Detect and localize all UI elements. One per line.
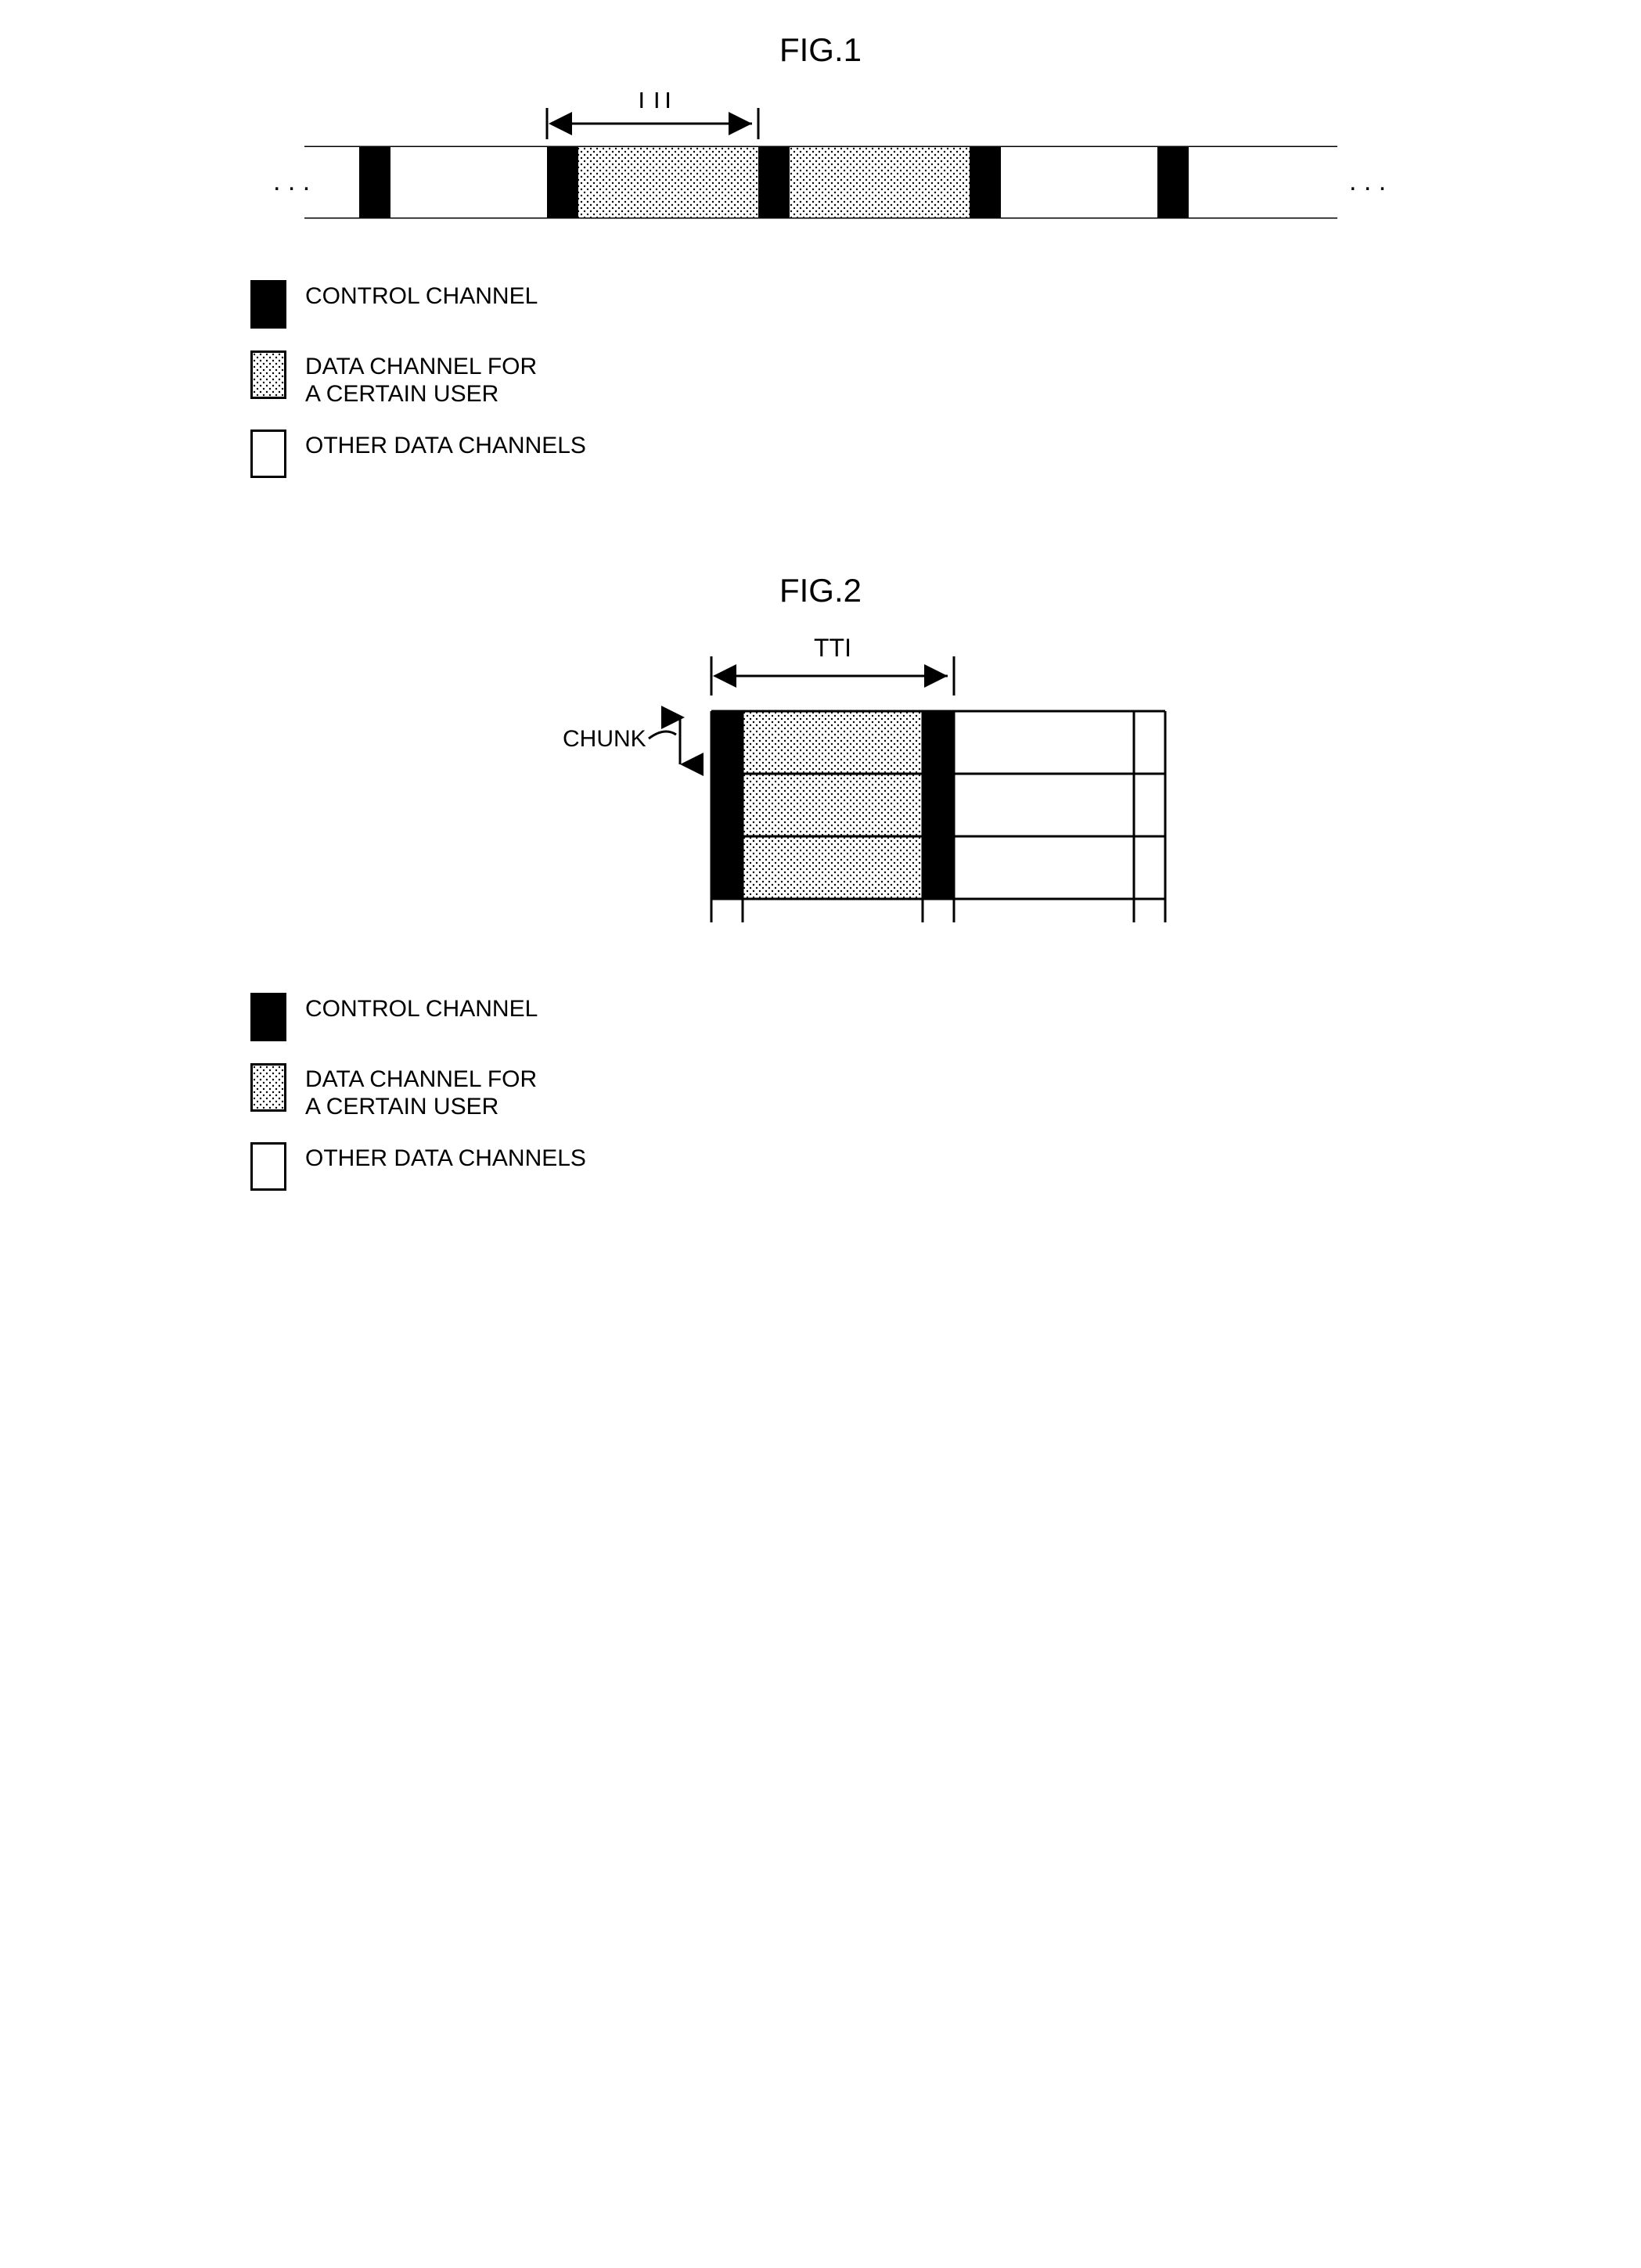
figure-2-diagram: TTI CHUNK — [351, 633, 1290, 961]
frame-segment — [578, 147, 758, 217]
figure-1-legend: CONTROL CHANNEL DATA CHANNEL FORA CERTAIN… — [250, 280, 1625, 478]
figure-2-title: FIG.2 — [16, 572, 1625, 609]
frame-segment — [359, 147, 390, 217]
figure-1-title: FIG.1 — [16, 31, 1625, 69]
figure-2: FIG.2 TTI — [16, 572, 1625, 1191]
frame-segment — [1001, 147, 1157, 217]
legend-swatch — [250, 1063, 286, 1112]
chunk-label: CHUNK — [563, 726, 646, 752]
legend-row: DATA CHANNEL FORA CERTAIN USER — [250, 1063, 1625, 1120]
frame-segment — [304, 147, 359, 217]
frame-segment — [390, 147, 547, 217]
frame-grid — [711, 711, 1165, 922]
legend-swatch — [250, 280, 286, 329]
legend-row: OTHER DATA CHANNELS — [250, 430, 1625, 478]
frame-segment — [970, 147, 1001, 217]
frame-segment — [790, 147, 970, 217]
legend-row: CONTROL CHANNEL — [250, 993, 1625, 1041]
legend-swatch — [250, 350, 286, 399]
tti-label: TTI — [634, 92, 671, 113]
chunk-dimension: CHUNK — [563, 717, 680, 764]
legend-label: OTHER DATA CHANNELS — [305, 430, 586, 460]
legend-label: DATA CHANNEL FORA CERTAIN USER — [305, 1063, 537, 1120]
frame-segment — [547, 147, 578, 217]
frame-segment — [1157, 147, 1189, 217]
tti-dimension: TTI — [547, 92, 758, 139]
legend-label: DATA CHANNEL FORA CERTAIN USER — [305, 350, 537, 408]
legend-swatch — [250, 993, 286, 1041]
figure-1-diagram: TTI . . . . . . — [257, 92, 1384, 249]
legend-row: OTHER DATA CHANNELS — [250, 1142, 1625, 1191]
ellipsis-right: . . . — [1349, 167, 1384, 196]
legend-label: CONTROL CHANNEL — [305, 280, 538, 311]
ellipsis-left: . . . — [273, 167, 310, 196]
legend-swatch — [250, 1142, 286, 1191]
tti-label-2: TTI — [814, 634, 851, 662]
figure-1: FIG.1 TTI — [16, 31, 1625, 478]
legend-row: DATA CHANNEL FORA CERTAIN USER — [250, 350, 1625, 408]
frame-segment — [758, 147, 790, 217]
legend-row: CONTROL CHANNEL — [250, 280, 1625, 329]
frame-segment — [1189, 147, 1337, 217]
legend-label: OTHER DATA CHANNELS — [305, 1142, 586, 1173]
legend-swatch — [250, 430, 286, 478]
figure-2-legend: CONTROL CHANNEL DATA CHANNEL FORA CERTAIN… — [250, 993, 1625, 1191]
legend-label: CONTROL CHANNEL — [305, 993, 538, 1023]
tti-dimension-2: TTI — [711, 634, 954, 695]
frame-strip: . . . . . . — [273, 147, 1384, 217]
